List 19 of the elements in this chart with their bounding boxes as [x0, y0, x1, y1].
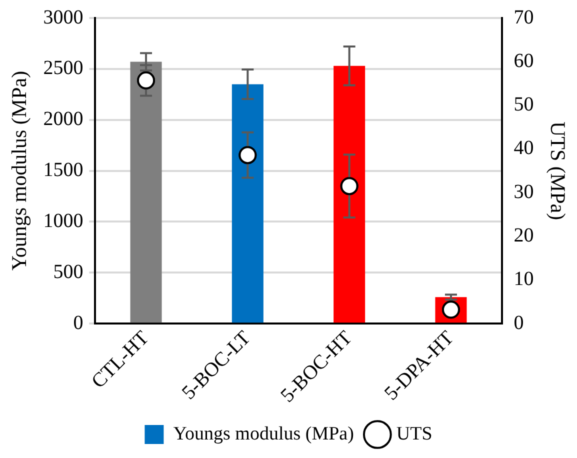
- y-tick-label: 2500: [43, 57, 84, 80]
- y2-tick-label: 50: [514, 94, 534, 116]
- y-tick-label: 1500: [43, 159, 84, 182]
- y2-tick-label: 40: [514, 137, 534, 160]
- y2-axis-title: UTS (MPa): [546, 122, 570, 220]
- y-tick-label: 1000: [43, 210, 84, 232]
- y-tick-label: 3000: [43, 6, 84, 28]
- legend-label: Youngs modulus (MPa): [173, 423, 354, 444]
- y2-tick-label: 20: [514, 224, 534, 247]
- y-tick-label: 2000: [43, 108, 84, 130]
- y2-tick-label: 10: [514, 268, 534, 290]
- y2-tick-label: 70: [514, 6, 534, 28]
- legend-label: UTS: [396, 423, 432, 444]
- y-tick-label: 0: [73, 312, 84, 334]
- y2-tick-label: 0: [514, 312, 524, 334]
- y2-tick-label: 30: [514, 180, 534, 203]
- y-axis-title: Youngs modulus (MPa): [7, 70, 32, 271]
- y2-tick-label: 60: [514, 50, 534, 72]
- y-tick-label: 500: [53, 260, 84, 283]
